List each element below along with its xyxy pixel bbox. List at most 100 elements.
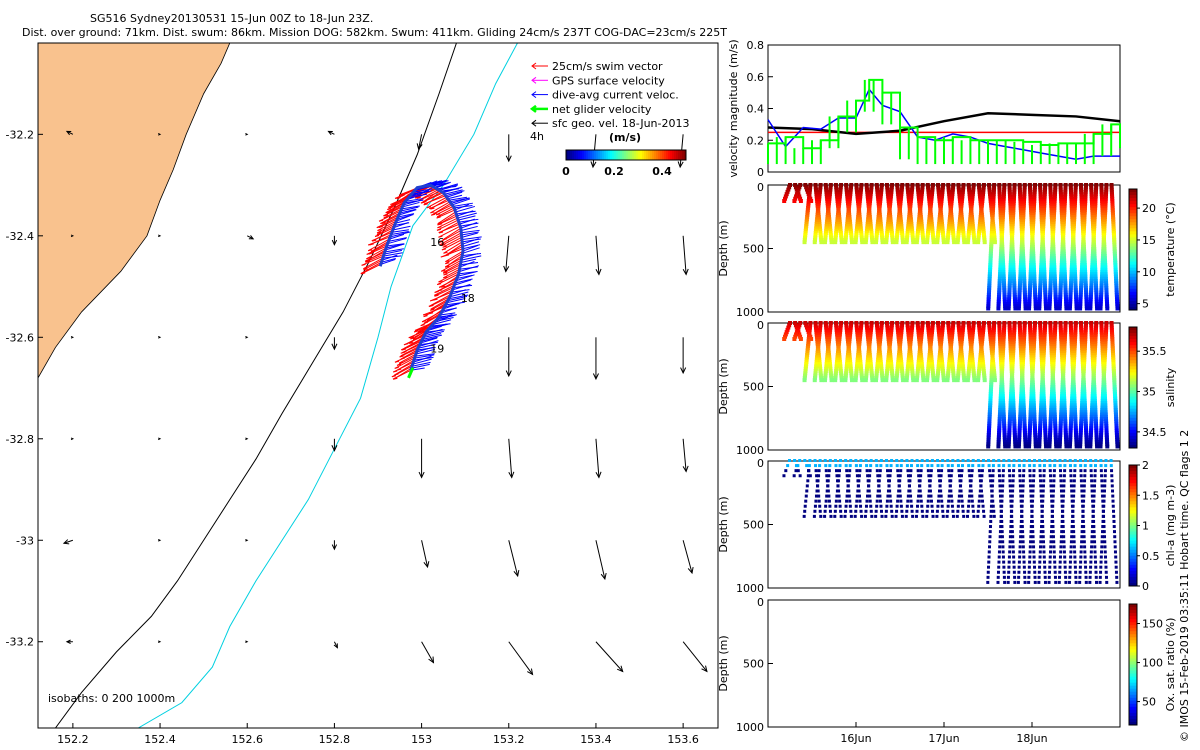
profile-sample (1104, 299, 1109, 304)
profile-sample (805, 210, 810, 215)
profile-sample (978, 217, 983, 222)
profile-sample (919, 194, 924, 199)
dac-vector (419, 341, 438, 346)
profile-sample (927, 334, 932, 339)
profile-sample (1079, 187, 1084, 192)
profile-sample (926, 228, 931, 233)
profile-sample (991, 325, 996, 330)
profile-sample (1018, 272, 1023, 277)
profile-sample (1070, 350, 1075, 355)
profile-sample (1100, 212, 1105, 217)
profile-sample (880, 237, 885, 242)
profile-sample (910, 321, 915, 325)
profile-sample (987, 189, 992, 194)
profile-sample (1090, 205, 1095, 210)
profile-sample (1048, 283, 1053, 288)
dac-vector (462, 238, 481, 243)
swim-vector (440, 259, 462, 272)
profile-sample (1027, 306, 1032, 311)
profile-sample (1072, 353, 1077, 358)
profile-sample (1011, 401, 1016, 406)
profile-sample (1062, 407, 1067, 412)
profile-sample (940, 362, 945, 367)
profile-sample (816, 205, 821, 210)
profile-sample (1038, 423, 1043, 428)
profile-sample (1011, 260, 1016, 265)
profile-sample (895, 323, 900, 328)
profile-sample (846, 208, 851, 213)
profile-sample (824, 224, 829, 229)
profile-sample (905, 366, 910, 371)
profile-sample (969, 208, 974, 213)
profile-sample (1008, 341, 1013, 346)
profile-sample (1058, 433, 1063, 438)
profile-sample (998, 205, 1003, 210)
profile-sample (1013, 306, 1018, 311)
profile-sample (967, 332, 972, 337)
profile-sample (938, 210, 943, 215)
profile-sample (880, 235, 885, 240)
profile-sample (971, 231, 976, 236)
profile-sample (889, 362, 894, 367)
profile-sample (940, 189, 945, 194)
geo-vector-head (65, 639, 71, 644)
profile-sample (1093, 203, 1098, 208)
colorbar-cell (1129, 297, 1137, 302)
profile-sample (909, 364, 914, 369)
profile-sample (807, 330, 812, 335)
profile-sample (1092, 221, 1097, 226)
profile-sample (876, 350, 881, 355)
geo-vector-head (503, 265, 510, 273)
profile-sample (966, 323, 971, 328)
profile-sample (989, 385, 994, 390)
profile-sample (947, 330, 952, 335)
profile-sample (999, 235, 1004, 240)
map-colorbar-cell (576, 150, 579, 160)
profile-sample (1032, 187, 1037, 192)
profile-sample (951, 231, 956, 236)
profile-sample (987, 288, 992, 293)
profile-sample (911, 375, 916, 380)
profile-sample (905, 231, 910, 236)
profile-sample (918, 339, 923, 344)
profile-sample (1060, 251, 1065, 256)
profile-sample (1063, 330, 1068, 335)
geo-vector (508, 438, 513, 478)
profile-sample (1083, 201, 1088, 206)
profile-sample (855, 327, 860, 332)
profile-sample (1001, 263, 1006, 268)
profile-sample (1110, 194, 1115, 199)
profile-sample (1019, 382, 1024, 387)
profile-sample (1052, 279, 1057, 284)
profile-sample (847, 334, 852, 339)
profile-sample (971, 233, 976, 238)
profile-sample (899, 362, 904, 367)
profile-sample (1072, 208, 1077, 213)
profile-sample (1047, 444, 1052, 449)
profile-sample (1068, 439, 1073, 444)
profile-sample (815, 353, 820, 358)
profile-sample (1053, 295, 1058, 300)
profile-sample (935, 237, 940, 242)
profile-sample (1040, 233, 1045, 238)
profile-sample (1040, 373, 1045, 378)
profile-sample (1021, 410, 1026, 415)
profile-sample (1038, 323, 1043, 328)
profile-sample (915, 373, 920, 378)
profile-sample (1063, 417, 1068, 422)
profile-sample (1043, 433, 1048, 438)
profile-sample (814, 359, 819, 364)
profile-sample (1042, 265, 1047, 270)
profile-sample (1017, 292, 1022, 297)
profile-sample (1069, 276, 1074, 281)
profile-sample (1069, 334, 1074, 339)
profile-sample (896, 224, 901, 229)
profile-sample (987, 321, 992, 325)
profile-sample (967, 359, 972, 364)
profile-sample (1069, 414, 1074, 419)
profile-sample (1042, 341, 1047, 346)
profile-sample (1103, 199, 1108, 204)
profile-sample (921, 235, 925, 240)
profile-sample (957, 357, 962, 362)
profile-sample (946, 371, 951, 376)
